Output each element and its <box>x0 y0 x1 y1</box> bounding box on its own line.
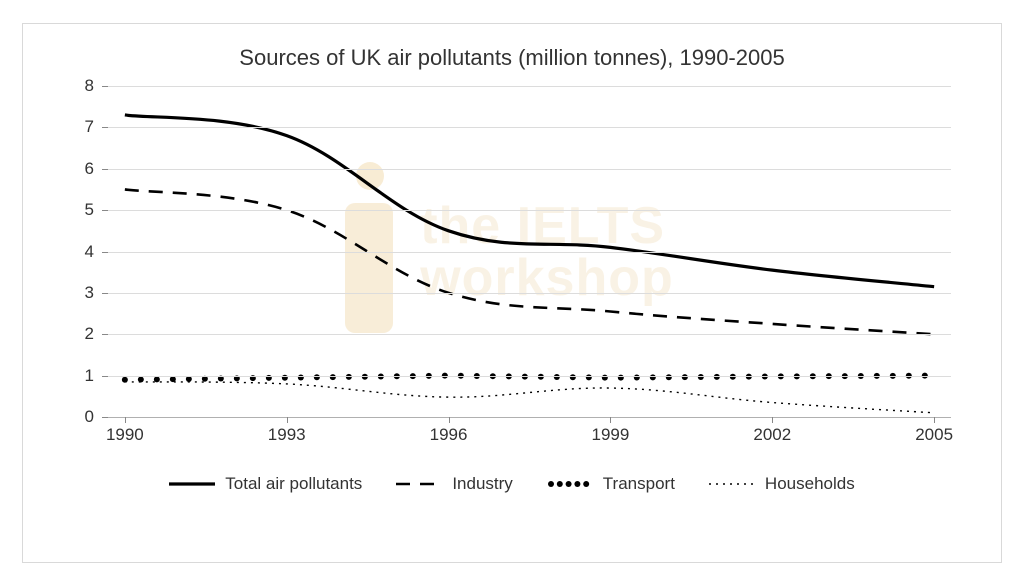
y-tick <box>102 86 108 87</box>
grid-line <box>108 127 951 128</box>
series-line <box>125 382 934 413</box>
plot-area: 012345678199019931996199920022005 <box>108 86 951 418</box>
x-tick <box>125 417 126 423</box>
y-axis-label: 3 <box>85 283 94 303</box>
y-tick <box>102 169 108 170</box>
y-tick <box>102 252 108 253</box>
grid-line <box>108 376 951 377</box>
series-transport <box>122 373 928 383</box>
y-tick <box>102 417 108 418</box>
legend-swatch <box>396 477 442 491</box>
y-tick <box>102 334 108 335</box>
legend-label: Households <box>765 474 855 494</box>
grid-line <box>108 169 951 170</box>
chart-frame: Sources of UK air pollutants (million to… <box>22 23 1002 563</box>
legend-label: Total air pollutants <box>225 474 362 494</box>
x-tick <box>934 417 935 423</box>
y-axis-label: 6 <box>85 159 94 179</box>
x-axis-label: 2005 <box>915 425 953 445</box>
y-axis-label: 0 <box>85 407 94 427</box>
legend: Total air pollutants Industry Transport Hou… <box>53 474 971 494</box>
grid-line <box>108 293 951 294</box>
legend-label: Transport <box>603 474 675 494</box>
legend-swatch <box>169 477 215 491</box>
y-tick <box>102 127 108 128</box>
grid-line <box>108 210 951 211</box>
x-tick <box>287 417 288 423</box>
x-axis-label: 1993 <box>268 425 306 445</box>
y-tick <box>102 376 108 377</box>
legend-label: Industry <box>452 474 512 494</box>
plot-wrap: the IELTS workshop 012345678199019931996… <box>53 78 971 458</box>
x-axis-label: 1999 <box>592 425 630 445</box>
x-tick <box>449 417 450 423</box>
y-axis-label: 1 <box>85 366 94 386</box>
y-axis-label: 5 <box>85 200 94 220</box>
legend-item: Industry <box>396 474 512 494</box>
grid-line <box>108 86 951 87</box>
series-line <box>125 190 934 335</box>
legend-swatch <box>547 477 593 491</box>
y-axis-label: 8 <box>85 76 94 96</box>
grid-line <box>108 334 951 335</box>
legend-item: Households <box>709 474 855 494</box>
y-tick <box>102 210 108 211</box>
y-axis-label: 7 <box>85 117 94 137</box>
y-tick <box>102 293 108 294</box>
legend-swatch <box>709 477 755 491</box>
x-axis-label: 1996 <box>430 425 468 445</box>
legend-item: Total air pollutants <box>169 474 362 494</box>
x-axis-label: 1990 <box>106 425 144 445</box>
x-axis-label: 2002 <box>753 425 791 445</box>
y-axis-label: 2 <box>85 324 94 344</box>
grid-line <box>108 252 951 253</box>
chart-title: Sources of UK air pollutants (million to… <box>212 44 812 73</box>
y-axis-label: 4 <box>85 242 94 262</box>
x-tick <box>610 417 611 423</box>
legend-item: Transport <box>547 474 675 494</box>
x-tick <box>772 417 773 423</box>
